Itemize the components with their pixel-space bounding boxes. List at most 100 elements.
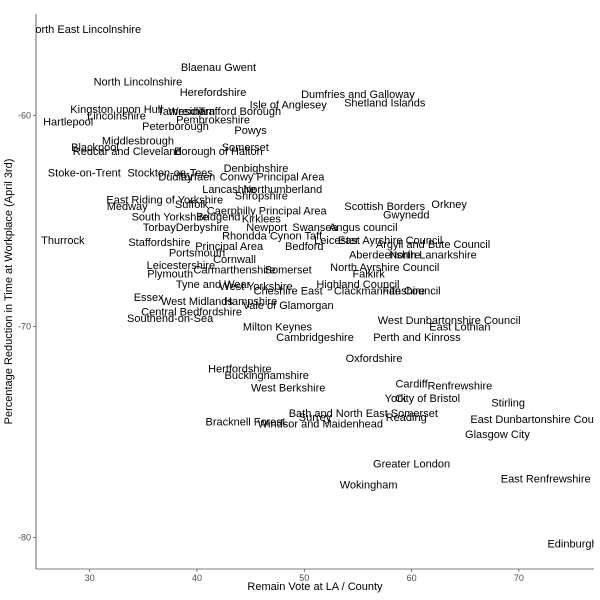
point-label: Stirling bbox=[491, 397, 525, 409]
point-label: Hertfordshire bbox=[208, 364, 272, 376]
point-label: Blackpool bbox=[71, 142, 119, 154]
x-tick-label: 70 bbox=[514, 573, 524, 583]
point-label: North East Lincolnshire bbox=[27, 24, 141, 36]
point-label: West Dunbartonshire Council bbox=[378, 315, 521, 327]
point-label: Principal Area bbox=[195, 241, 264, 253]
x-axis-title: Remain Vote at LA / County bbox=[247, 581, 383, 593]
point-label: Torbay bbox=[143, 222, 177, 234]
x-tick-label: 30 bbox=[85, 573, 95, 583]
point-label: Northumberland bbox=[243, 184, 322, 196]
point-label: Edinburgh bbox=[547, 539, 597, 551]
point-label: Wokingham bbox=[340, 480, 398, 492]
point-label: Stockton-on-Tees bbox=[127, 167, 213, 179]
point-label: Staffordshire bbox=[128, 237, 190, 249]
point-label: Southend-on-Sea bbox=[127, 313, 214, 325]
point-label: Lancashire bbox=[202, 184, 256, 196]
point-label: Buckinghamshire bbox=[225, 370, 309, 382]
plot-area: North East Lincolnshire Blaenau Gwent Nort… bbox=[27, 24, 600, 551]
point-label: North Ayrshire Council bbox=[330, 262, 439, 274]
point-label: Cambridgeshire bbox=[276, 332, 354, 344]
point-label: Peterborough bbox=[142, 121, 209, 133]
point-label: East Dunbartonshire Council bbox=[470, 414, 600, 426]
point-label: Central Bedfordshire bbox=[141, 307, 242, 319]
point-label: Newport bbox=[246, 222, 287, 234]
point-label: Leicestershire bbox=[147, 260, 215, 272]
point-label: Perth and Kinross bbox=[373, 332, 461, 344]
point-label: Hampshire bbox=[224, 296, 277, 308]
point-label: Torfaen bbox=[179, 171, 216, 183]
point-label: Rhondda Cynon Taff bbox=[222, 231, 323, 243]
point-label: Wrexham bbox=[168, 106, 215, 118]
point-label: Reading bbox=[386, 412, 427, 424]
point-label: Scottish Borders bbox=[344, 201, 425, 213]
point-label: Bracknell Forest bbox=[206, 416, 285, 428]
point-label: Surrey bbox=[299, 412, 332, 424]
point-label: Argyll and Bute Council bbox=[376, 239, 490, 251]
point-label: Bedford bbox=[285, 241, 324, 253]
point-label: Dumfries and Galloway bbox=[301, 89, 415, 101]
point-label: Orkney bbox=[431, 199, 467, 211]
point-label: Leicester bbox=[314, 235, 359, 247]
point-label: Borough of Halton bbox=[174, 146, 263, 158]
point-label: Dudley bbox=[158, 171, 193, 183]
x-axis-ticks: 30 40 50 60 70 bbox=[85, 569, 524, 583]
point-label: Carmarthenshire bbox=[194, 264, 276, 276]
point-label: Cornwall bbox=[213, 254, 256, 266]
point-label: Suffolk bbox=[175, 199, 209, 211]
point-label: Isle of Anglesey bbox=[250, 100, 328, 112]
point-label: Oxfordshire bbox=[346, 353, 403, 365]
point-label: Fife Council bbox=[383, 285, 441, 297]
point-label: East Riding of Yorkshire bbox=[106, 195, 223, 207]
point-label: Herefordshire bbox=[180, 87, 247, 99]
point-label: Blaenau Gwent bbox=[181, 62, 256, 74]
point-label: Somerset bbox=[222, 142, 269, 154]
point-label: West Yorkshire bbox=[219, 281, 292, 293]
point-label: Vale of Glamorgan bbox=[243, 300, 334, 312]
point-label: Falkirk bbox=[352, 269, 385, 281]
point-label: Medway bbox=[107, 201, 148, 213]
point-label: Cheshire East bbox=[254, 285, 323, 297]
point-label: Powys bbox=[234, 125, 267, 137]
y-tick-label: -70 bbox=[18, 321, 31, 331]
point-label: Gwynedd bbox=[383, 209, 429, 221]
point-label: Lincolnshire bbox=[87, 110, 146, 122]
point-label: York bbox=[385, 393, 407, 405]
point-label: Redcar and Cleveland bbox=[73, 146, 182, 158]
point-label: Derbyshire bbox=[176, 222, 229, 234]
point-label: Shropshire bbox=[235, 190, 288, 202]
point-label: North Lincolnshire bbox=[94, 77, 183, 89]
point-label: Caerphilly Principal Area bbox=[207, 205, 328, 217]
x-tick-label: 50 bbox=[299, 573, 309, 583]
point-label: Angus council bbox=[329, 222, 398, 234]
point-label: Essex bbox=[134, 292, 164, 304]
point-label: East Renfrewshire bbox=[501, 473, 591, 485]
point-label: Windsor and Maidenhead bbox=[258, 418, 383, 430]
point-label: West Midlands bbox=[161, 296, 233, 308]
point-label: Aberdeenshire bbox=[349, 250, 421, 262]
point-label: Trafford Borough bbox=[199, 106, 282, 118]
point-label: South Yorkshire bbox=[132, 212, 209, 224]
point-label: Plymouth bbox=[147, 269, 193, 281]
y-tick-label: -60 bbox=[18, 110, 31, 120]
point-label: Hartlepool bbox=[43, 117, 93, 129]
point-label: Cardiff bbox=[395, 378, 428, 390]
point-label: Pembrokeshire bbox=[176, 115, 250, 127]
x-tick-label: 60 bbox=[407, 573, 417, 583]
point-label: Stoke-on-Trent bbox=[48, 167, 121, 179]
point-label: Kingston upon Hull bbox=[70, 104, 162, 116]
point-label: Kirklees bbox=[242, 214, 282, 226]
point-label: Bath and North East Somerset bbox=[289, 408, 438, 420]
point-label: Somerset bbox=[265, 264, 312, 276]
point-label: Portsmouth bbox=[169, 247, 225, 259]
point-label: East Lothian bbox=[429, 321, 490, 333]
point-label: Tameside bbox=[157, 106, 204, 118]
point-label: Middlesbrough bbox=[102, 136, 174, 148]
point-label: West Berkshire bbox=[251, 383, 325, 395]
point-label: Bridgend bbox=[196, 212, 240, 224]
y-axis-ticks: -60 -70 -80 bbox=[18, 110, 36, 542]
point-label: Milton Keynes bbox=[243, 321, 313, 333]
point-label: Highland Council bbox=[316, 279, 399, 291]
point-label: Glasgow City bbox=[465, 429, 530, 441]
